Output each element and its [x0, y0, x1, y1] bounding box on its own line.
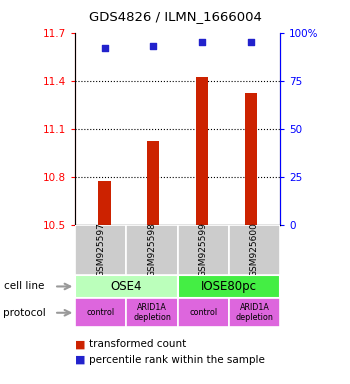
Text: GSM925600: GSM925600 — [250, 222, 259, 277]
Text: ARID1A
depletion: ARID1A depletion — [133, 303, 171, 323]
Text: control: control — [87, 308, 115, 317]
Text: GSM925599: GSM925599 — [199, 222, 208, 277]
Bar — [245, 93, 257, 225]
Text: ■: ■ — [75, 339, 89, 349]
Bar — [196, 78, 208, 225]
Point — [102, 45, 107, 51]
Point — [248, 39, 253, 45]
Bar — [98, 182, 111, 225]
Bar — [126, 225, 177, 275]
Bar — [75, 298, 126, 327]
Bar — [177, 298, 229, 327]
Text: ARID1A
depletion: ARID1A depletion — [236, 303, 273, 323]
Text: transformed count: transformed count — [89, 339, 187, 349]
Bar — [177, 225, 229, 275]
Point — [150, 43, 156, 49]
Point — [199, 39, 205, 45]
Text: protocol: protocol — [4, 308, 46, 318]
Text: percentile rank within the sample: percentile rank within the sample — [89, 355, 265, 365]
Bar — [147, 141, 159, 225]
Text: GSM925598: GSM925598 — [148, 222, 156, 277]
Text: GSM925597: GSM925597 — [96, 222, 105, 277]
Text: IOSE80pc: IOSE80pc — [201, 280, 257, 293]
Bar — [177, 275, 280, 298]
Text: control: control — [189, 308, 217, 317]
Text: GDS4826 / ILMN_1666004: GDS4826 / ILMN_1666004 — [89, 10, 261, 23]
Text: cell line: cell line — [4, 281, 44, 291]
Bar — [126, 298, 177, 327]
Bar — [229, 225, 280, 275]
Bar — [75, 225, 126, 275]
Text: OSE4: OSE4 — [111, 280, 142, 293]
Bar — [75, 275, 177, 298]
Text: ■: ■ — [75, 355, 89, 365]
Bar — [229, 298, 280, 327]
